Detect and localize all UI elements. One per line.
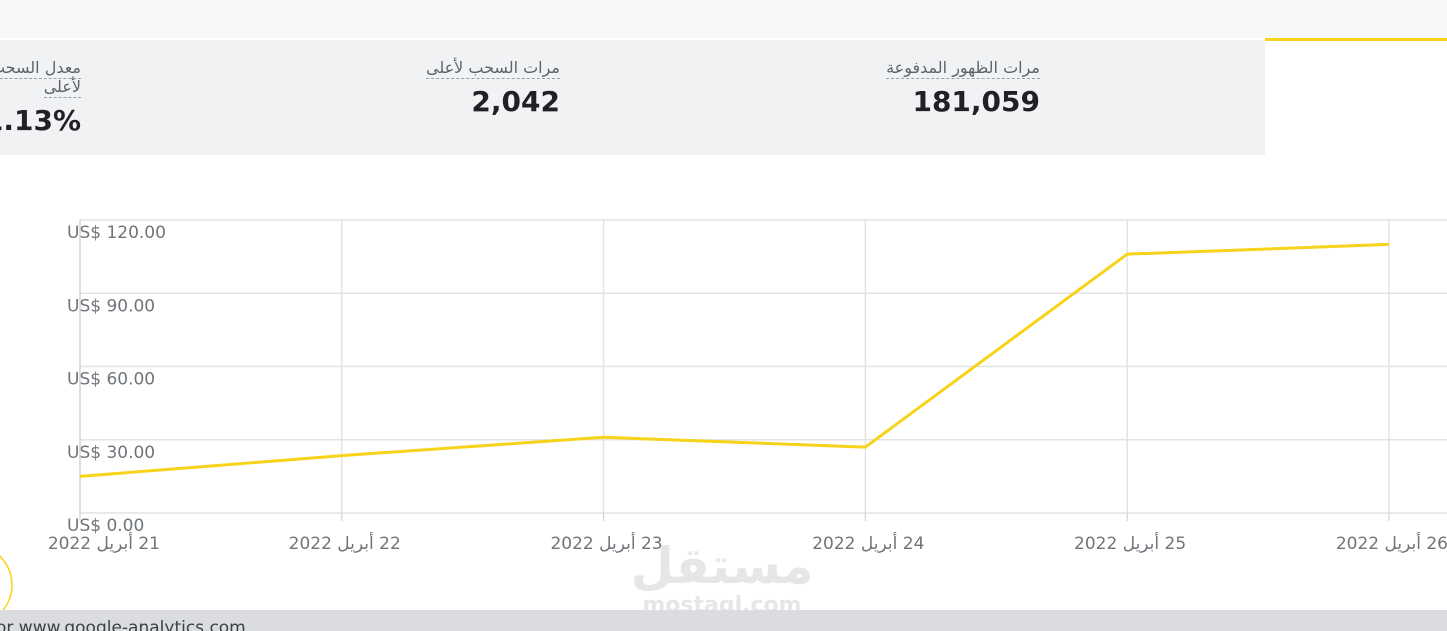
- x-tick-label: 26 أبريل 2022: [1336, 532, 1447, 554]
- metric[interactable]: مرات السحب لأعلى 2,042: [425, 58, 560, 118]
- metrics-panel: مرات الظهور المدفوعة 181,059 مرات السحب لأ…: [0, 40, 1265, 155]
- metric-label: مرات الظهور المدفوعة: [886, 58, 1040, 79]
- x-tick-label: 21 أبريل 2022: [48, 532, 160, 554]
- active-tab-border: [1265, 38, 1447, 41]
- watermark: مستقل: [631, 537, 814, 595]
- metric-label: مرات السحب لأعلى: [425, 58, 560, 79]
- decor-circle: [0, 555, 13, 610]
- y-tick-label: US$ 120.00: [67, 223, 166, 243]
- watermark: mostaql.com: [642, 593, 801, 610]
- chart: مستقل mostaql.com US$ 0.00 US$ 30.00 US$ 6…: [0, 219, 1447, 610]
- metric-value: 1.13%: [0, 104, 81, 137]
- top-band: [0, 0, 1447, 38]
- x-tick-label: 22 أبريل 2022: [289, 532, 401, 554]
- metric-value: 181,059: [912, 85, 1040, 118]
- metric[interactable]: معدل السحب لأعلى 1.13%: [0, 58, 81, 137]
- footer-text: or www.google-analytics.com: [0, 618, 246, 631]
- metric-value: 2,042: [471, 85, 560, 118]
- y-tick-label: US$ 60.00: [67, 370, 155, 390]
- metric[interactable]: مرات الظهور المدفوعة 181,059: [886, 58, 1040, 118]
- x-tick-label: 23 أبريل 2022: [550, 532, 662, 554]
- x-tick-label: 24 أبريل 2022: [812, 532, 924, 554]
- y-tick-label: US$ 0.00: [67, 516, 144, 536]
- footer: or www.google-analytics.com: [0, 610, 1447, 631]
- line-series: [79, 242, 1390, 478]
- y-tick-label: US$ 30.00: [67, 443, 155, 463]
- y-tick-label: US$ 90.00: [67, 296, 155, 316]
- metric-label: معدل السحب لأعلى: [0, 58, 81, 98]
- x-tick-label: 25 أبريل 2022: [1074, 532, 1186, 554]
